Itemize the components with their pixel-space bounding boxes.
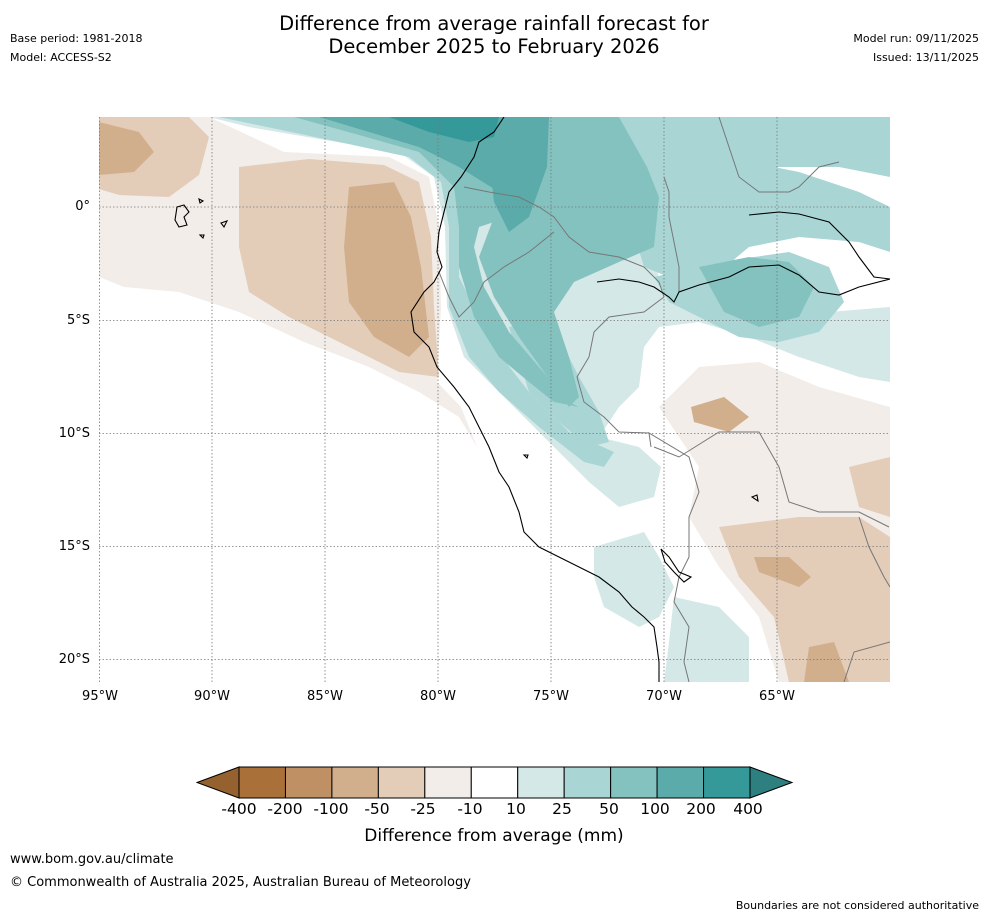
border-argentina [843, 641, 890, 682]
colorbar-cell [284, 766, 333, 799]
wet-region-north-light-2 [594, 532, 674, 627]
country-borders [438, 117, 890, 682]
colorbar-extend-high [749, 766, 794, 799]
colorbar-title: Difference from average (mm) [364, 826, 624, 846]
wet-region-extreme [389, 117, 499, 142]
colorbar-cells [238, 766, 751, 799]
border-venezuela [718, 117, 840, 193]
lat-label-0: 0° [75, 199, 90, 214]
colorbar-tick: 200 [686, 800, 716, 818]
dry-region-south-mid-2 [849, 457, 890, 517]
colorbar-cell [610, 766, 658, 799]
colorbar-cell [470, 766, 519, 799]
lat-label-10s: 10°S [58, 426, 90, 441]
lon-label-65w: 65°W [759, 689, 795, 704]
lon-label-95w: 95°W [82, 689, 118, 704]
dry-region-pacific-dark-2 [344, 182, 429, 357]
wet-region-north-light-3 [664, 597, 749, 682]
colorbar-tick: -100 [313, 800, 349, 818]
lon-label-90w: 90°W [194, 689, 230, 704]
colorbar-cell [517, 766, 565, 799]
colorbar-tick: 10 [506, 800, 526, 818]
border-brazil-bolivia [653, 431, 890, 528]
dry-region-central-dark [691, 397, 749, 432]
map-title-line2: December 2025 to February 2026 [328, 35, 660, 58]
colorbar-cell [238, 766, 286, 799]
colorbar-cell [656, 766, 705, 799]
colorbar-cell [424, 766, 472, 799]
border-bolivia-paraguay [858, 516, 890, 588]
dry-region-south-dark-2 [804, 642, 849, 682]
colorbar-cell [377, 766, 426, 799]
map-title: Difference from average rainfall forecas… [0, 12, 988, 58]
wet-region-very-strong-2 [489, 117, 549, 232]
wet-region-moderate-2 [609, 117, 890, 277]
rainfall-anomaly-map [99, 117, 890, 682]
wet-region-moderate [219, 117, 890, 467]
border-colombia-peru [463, 186, 665, 298]
graticule [99, 117, 890, 682]
border-peru-brazil [576, 296, 700, 557]
model-run: Model run: 09/11/2025 [853, 32, 979, 45]
footer-copyright: © Commonwealth of Australia 2025, Austra… [10, 875, 471, 890]
lake-titicaca [660, 548, 693, 583]
colorbar-tick: -25 [410, 800, 436, 818]
colorbar-cell [331, 766, 379, 799]
base-period: Base period: 1981-2018 [10, 32, 143, 45]
colorbar-cell [563, 766, 612, 799]
map-title-line1: Difference from average rainfall forecas… [279, 12, 709, 35]
lat-label-15s: 15°S [58, 539, 90, 554]
colorbar-tick: 25 [552, 800, 572, 818]
colorbar-extend-low [196, 766, 240, 799]
border-colombia-brazil [663, 176, 680, 292]
lon-label-85w: 85°W [307, 689, 343, 704]
colorbar-tick: 100 [640, 800, 670, 818]
colorbar-tick: -10 [457, 800, 483, 818]
lon-label-70w: 70°W [646, 689, 682, 704]
colorbar-tick: -200 [267, 800, 303, 818]
coastline-amazon-river [596, 264, 890, 303]
border-ecuador-peru [438, 231, 555, 318]
colorbar-cell [703, 766, 751, 799]
model-name: Model: ACCESS-S2 [10, 51, 112, 64]
colorbar-tick: 400 [733, 800, 763, 818]
dry-region-south-dark [754, 557, 811, 587]
island-coastline [522, 454, 759, 503]
colorbar-tick: 50 [599, 800, 619, 818]
border-bolivia-chile [673, 556, 690, 682]
galapagos-islands [174, 197, 229, 240]
coastline-pacific [410, 117, 660, 682]
lon-label-80w: 80°W [420, 689, 456, 704]
colorbar-tick: -50 [364, 800, 390, 818]
wet-region-strong-3 [699, 257, 814, 327]
lat-label-5s: 5°S [66, 313, 90, 328]
lon-label-75w: 75°W [533, 689, 569, 704]
issued-date: Issued: 13/11/2025 [872, 51, 979, 64]
coastlines [174, 117, 890, 682]
footer-disclaimer: Boundaries are not considered authoritat… [735, 899, 979, 912]
colorbar-tick: -400 [221, 800, 257, 818]
dry-region-pacific-dark [99, 122, 154, 175]
footer-url[interactable]: www.bom.gov.au/climate [10, 852, 174, 867]
lat-label-20s: 20°S [58, 652, 90, 667]
coastline-rio-negro [748, 211, 890, 280]
colorbar [196, 766, 794, 799]
